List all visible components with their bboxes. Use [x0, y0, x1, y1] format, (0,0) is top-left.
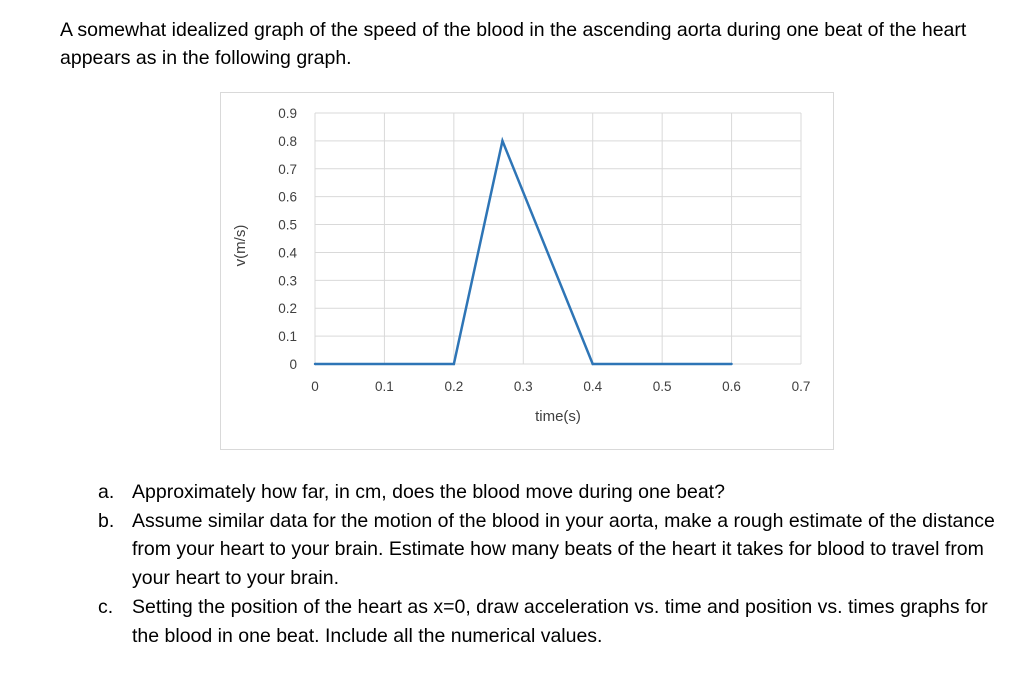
intro-text: A somewhat idealized graph of the speed …: [60, 19, 967, 69]
series: [313, 136, 733, 366]
x-tick-label: 0.4: [583, 379, 602, 394]
y-tick-labels: 0 0.1 0.2 0.3 0.4 0.5 0.6 0.7 0.8 0.9: [278, 106, 297, 372]
x-tick-label: 0.3: [514, 379, 533, 394]
x-axis-title: time(s): [535, 408, 581, 425]
y-tick-label: 0.8: [278, 134, 297, 149]
y-tick-label: 0.6: [278, 190, 297, 205]
y-axis-title: v(m/s): [232, 225, 249, 267]
question-c: c. Setting the position of the heart as …: [98, 593, 998, 650]
y-tick-label: 0.5: [278, 218, 297, 233]
question-text: Assume similar data for the motion of th…: [132, 509, 995, 590]
x-tick-label: 0: [311, 379, 319, 394]
velocity-chart-svg: 00.10.20.30.40.50.60.70.80.9 0 0.1 0.2 0.3 0…: [232, 106, 810, 425]
question-text: Approximately how far, in cm, does the b…: [132, 481, 725, 503]
question-marker: a.: [98, 481, 115, 503]
question-list: a. Approximately how far, in cm, does th…: [98, 478, 998, 650]
y-tick-label: 0.3: [278, 273, 297, 288]
x-tick-label: 0.7: [792, 379, 811, 394]
velocity-chart: 0 0.1 0.2 0.3 0.4 0.5 0.6 0.7 0.8 0.9 0 0.1 0.2 0.3 0…: [220, 92, 834, 450]
data-point: [501, 139, 504, 143]
data-point: [452, 362, 456, 366]
x-tick-label: 0.1: [375, 379, 394, 394]
data-point: [313, 362, 317, 366]
grid: [314, 112, 802, 365]
x-tick-label: 0.6: [722, 379, 741, 394]
data-point: [730, 362, 733, 366]
y-tick-label: 0.9: [278, 106, 297, 121]
x-tick-label: 0.2: [444, 379, 463, 394]
question-marker: b.: [98, 509, 115, 532]
y-tick-label: 0.2: [278, 301, 297, 316]
y-tick-label: 0.1: [278, 329, 297, 344]
question-text: Setting the position of the heart as x=0…: [132, 595, 988, 647]
question-b: b. Assume similar data for the motion of…: [98, 507, 998, 593]
x-tick-labels: 0 0.1 0.2 0.3 0.4 0.5 0.6 0.7: [311, 379, 810, 394]
question-a: a. Approximately how far, in cm, does th…: [98, 478, 998, 507]
question-marker: c.: [98, 595, 114, 618]
y-tick-label: 0: [289, 357, 297, 372]
data-point: [591, 362, 594, 366]
y-tick-label: 0.4: [278, 245, 297, 260]
x-tick-label: 0.5: [653, 379, 672, 394]
y-tick-label: 0.7: [278, 162, 297, 177]
